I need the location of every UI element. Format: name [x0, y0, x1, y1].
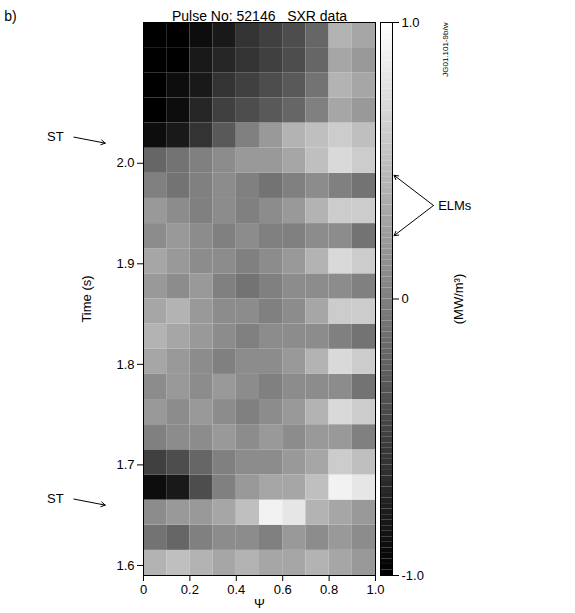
- svg-text:0: 0: [402, 291, 409, 306]
- svg-text:0.6: 0.6: [274, 582, 292, 597]
- svg-text:JG01.101-9b/w: JG01.101-9b/w: [441, 22, 450, 76]
- svg-text:0.2: 0.2: [181, 582, 199, 597]
- svg-text:1.7: 1.7: [116, 457, 134, 472]
- svg-text:1.6: 1.6: [116, 558, 134, 573]
- svg-text:b): b): [4, 8, 16, 24]
- svg-text:ST: ST: [47, 129, 64, 144]
- svg-text:0: 0: [140, 582, 147, 597]
- svg-text:Pulse No: 52146 SXR data: Pulse No: 52146 SXR data: [172, 8, 347, 24]
- svg-text:Ψ: Ψ: [254, 596, 265, 611]
- svg-text:1.9: 1.9: [116, 256, 134, 271]
- svg-text:0.8: 0.8: [320, 582, 338, 597]
- svg-text:-1.0: -1.0: [402, 568, 424, 583]
- svg-text:ST: ST: [47, 491, 64, 506]
- svg-text:1.0: 1.0: [366, 582, 384, 597]
- svg-text:0.4: 0.4: [227, 582, 245, 597]
- svg-text:1.0: 1.0: [402, 15, 420, 30]
- svg-text:Time (s): Time (s): [79, 275, 94, 322]
- svg-text:1.8: 1.8: [116, 357, 134, 372]
- svg-text:(MW/m³): (MW/m³): [451, 274, 466, 325]
- svg-text:ELMs: ELMs: [438, 198, 472, 213]
- svg-text:2.0: 2.0: [116, 155, 134, 170]
